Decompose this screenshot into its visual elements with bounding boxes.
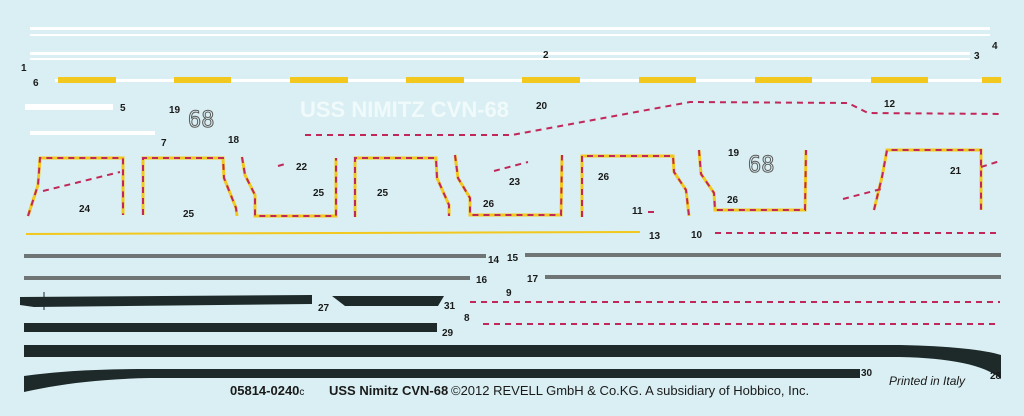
label-26b: 26 — [598, 172, 610, 183]
hull-number-decal-2: 68 — [748, 153, 775, 178]
label-19b: 19 — [728, 148, 740, 159]
gray-line-14 — [24, 254, 486, 258]
label-2: 2 — [543, 50, 549, 61]
black-strip-31 — [332, 296, 444, 306]
printed-in: Printed in Italy — [889, 374, 966, 388]
label-31: 31 — [444, 301, 456, 312]
black-strip-30 — [24, 369, 860, 392]
black-strip-27 — [20, 295, 312, 307]
label-1: 1 — [21, 63, 27, 74]
label-18: 18 — [228, 135, 240, 146]
label-23: 23 — [509, 177, 521, 188]
label-21: 21 — [950, 166, 962, 177]
label-22: 22 — [296, 162, 308, 173]
label-3: 3 — [974, 51, 980, 62]
white-stripes-1-4 — [25, 27, 1000, 135]
gray-line-17 — [545, 275, 1001, 279]
label-28: 28 — [990, 371, 1002, 382]
label-11: 11 — [632, 206, 643, 217]
kit-title: USS Nimitz CVN-68 — [329, 383, 448, 398]
label-16: 16 — [476, 275, 488, 286]
yellow-line-13 — [25, 231, 641, 235]
yellow-dashes-6 — [58, 77, 1001, 83]
label-12: 12 — [884, 99, 896, 110]
label-26: 26 — [483, 199, 495, 210]
label-13: 13 — [649, 231, 661, 242]
label-8: 8 — [464, 313, 470, 324]
outline-decals — [26, 148, 1001, 218]
black-strip-29 — [24, 323, 437, 332]
label-30: 30 — [861, 368, 873, 379]
label-9: 9 — [506, 288, 512, 299]
label-5: 5 — [120, 103, 126, 114]
decal-numbers: 1 2 3 4 5 6 7 8 9 10 11 12 13 14 15 16 1… — [21, 41, 1002, 382]
label-10: 10 — [691, 230, 703, 241]
hull-number-decal: 68 — [188, 108, 215, 133]
deck-line-20-12 — [305, 100, 1003, 136]
label-17: 17 — [527, 274, 539, 285]
ship-name-decal: USS NIMITZ CVN-68 — [300, 97, 509, 122]
label-19: 19 — [169, 105, 181, 116]
label-24: 24 — [79, 204, 91, 215]
label-14: 14 — [488, 255, 500, 266]
label-6: 6 — [33, 78, 39, 89]
gray-line-16 — [24, 276, 470, 280]
label-7: 7 — [161, 138, 167, 149]
label-29: 29 — [442, 328, 454, 339]
label-25: 25 — [183, 209, 195, 220]
gray-line-15 — [525, 253, 1001, 257]
label-27: 27 — [318, 303, 330, 314]
label-15: 15 — [507, 253, 519, 264]
label-4: 4 — [992, 41, 998, 52]
label-20: 20 — [536, 101, 548, 112]
sheet-code: 05814-0240c — [230, 383, 304, 398]
label-26c: 26 — [727, 195, 739, 206]
copyright: ©2012 REVELL GmbH & Co.KG. A subsidiary … — [451, 383, 809, 398]
label-25c: 25 — [377, 188, 389, 199]
label-25b: 25 — [313, 188, 325, 199]
black-strip-28 — [24, 345, 1001, 379]
